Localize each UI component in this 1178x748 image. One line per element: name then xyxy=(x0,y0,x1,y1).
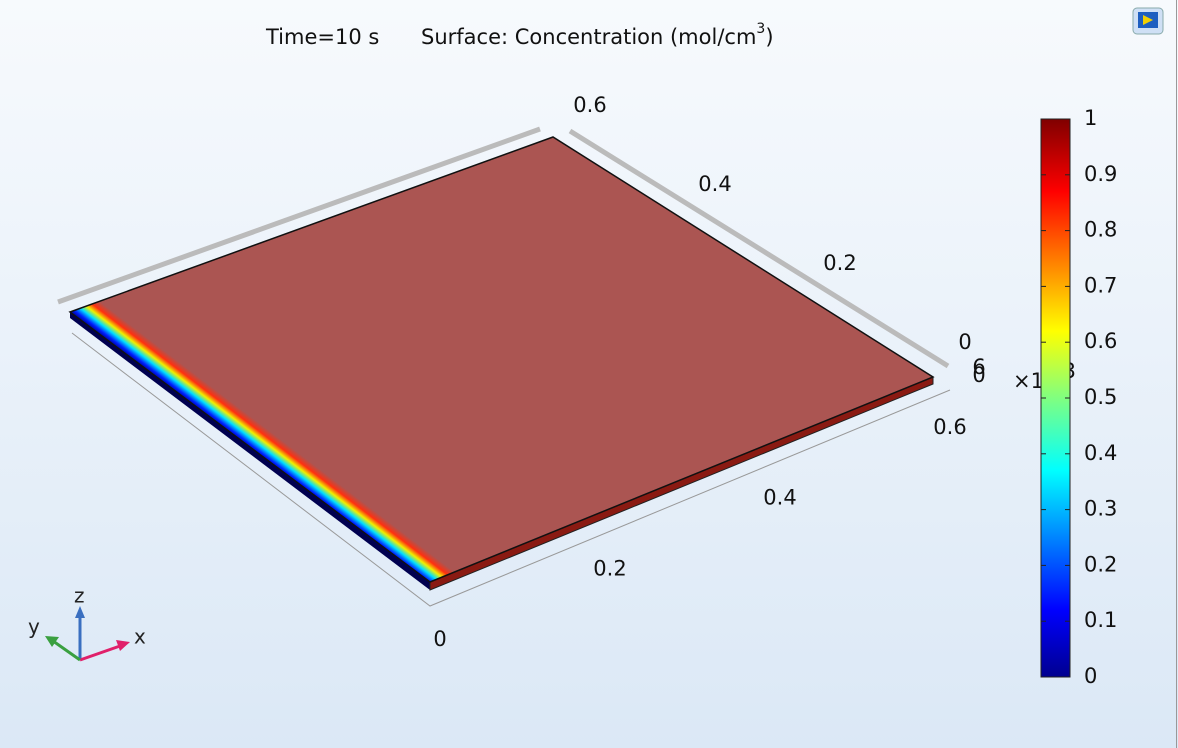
y-arrow xyxy=(52,639,81,662)
z-tick-label: 0 xyxy=(972,363,985,387)
box-lines xyxy=(57,126,951,607)
icon[interactable] xyxy=(1132,7,1164,35)
colorbar-tick-label: 0.9 xyxy=(1084,162,1117,186)
title-time: Time=10 s xyxy=(265,25,379,49)
colorbar-tick-label: 0.8 xyxy=(1084,218,1117,242)
labels: 00.20.40.600.20.40.606×10-300.10.20.30.4… xyxy=(433,93,1117,688)
colorbar-tick-label: 0.5 xyxy=(1084,385,1117,409)
y-tick-label: 0 xyxy=(958,330,971,354)
x-label: x xyxy=(134,625,146,649)
x-tick-label: 0.6 xyxy=(933,415,966,439)
colorbar-tick-label: 0 xyxy=(1084,664,1097,688)
x-tick-label: 0.4 xyxy=(763,486,796,510)
colorbar-tick-label: 0.3 xyxy=(1084,497,1117,521)
colorbar-tick-label: 0.2 xyxy=(1084,552,1117,576)
rail xyxy=(57,126,541,305)
z-arrowhead xyxy=(75,606,85,618)
title-close: ) xyxy=(765,25,773,49)
y-tick-label: 0.4 xyxy=(698,172,731,196)
colorbar-tick-label: 0.7 xyxy=(1084,273,1117,297)
plate-left-side xyxy=(70,312,430,590)
y-tick-label: 0.2 xyxy=(823,251,856,275)
x-tick-label: 0 xyxy=(433,627,446,651)
colorbar-tick-label: 1 xyxy=(1084,106,1097,130)
y-arrowhead xyxy=(45,636,59,647)
z-tick-label: 6 xyxy=(972,355,985,379)
z-label: z xyxy=(74,584,85,608)
plate-surface xyxy=(68,136,935,583)
axis-triad: z x y xyxy=(28,584,146,662)
axis-outline xyxy=(71,332,951,607)
colorbar-tick-label: 0.6 xyxy=(1084,329,1117,353)
x-arrowhead xyxy=(116,640,130,651)
x-tick-label: 0.2 xyxy=(593,556,626,580)
title-sup: 3 xyxy=(756,21,765,37)
y-label: y xyxy=(28,615,40,639)
y-tick-label: 0.6 xyxy=(573,93,606,117)
plot-title: Time=10 s Surface: Concentration (mol/cm… xyxy=(265,21,774,49)
x-arrow xyxy=(79,644,121,662)
title-surface: Surface: Concentration (mol/cm xyxy=(421,25,756,49)
colorbar-tick-label: 0.1 xyxy=(1084,608,1117,632)
colorbar-tick-label: 0.4 xyxy=(1084,441,1117,465)
rail xyxy=(568,128,950,369)
icon-play[interactable] xyxy=(1143,15,1153,25)
